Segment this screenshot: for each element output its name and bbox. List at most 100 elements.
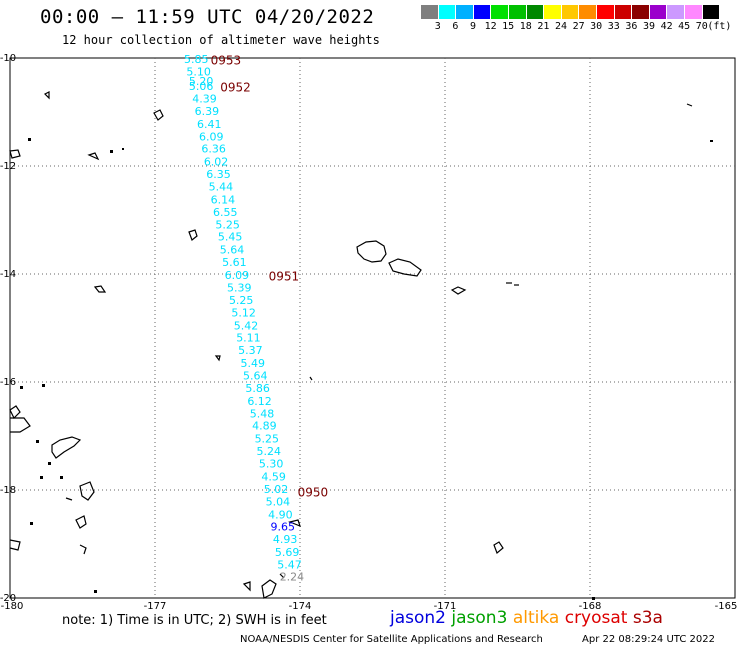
satellite-jason3: jason3 xyxy=(451,608,513,628)
legend-swatch xyxy=(544,5,562,19)
legend-label: 6 xyxy=(452,21,459,32)
swh-observation: 6.39 xyxy=(195,105,220,118)
legend-label: 27 xyxy=(572,21,585,32)
map-frame xyxy=(9,57,736,599)
island-small-2 xyxy=(153,109,164,121)
swh-observation: 5.39 xyxy=(227,282,252,295)
legend-swatch xyxy=(473,5,492,19)
swh-observation: 9.65 xyxy=(271,521,296,534)
wave-height-map: 5.855.105.205.064.396.396.416.096.366.02… xyxy=(0,53,737,610)
swh-observation: 5.12 xyxy=(231,306,256,319)
island-futuna xyxy=(93,285,107,293)
observation-track: 5.855.105.205.064.396.396.416.096.366.02… xyxy=(184,53,304,583)
coast-dots xyxy=(20,138,713,600)
swh-observation: 4.59 xyxy=(261,471,286,484)
island-lau-4 xyxy=(9,539,21,551)
legend-swatch xyxy=(491,5,509,19)
swh-observation: 5.47 xyxy=(277,559,302,572)
credit-line: NOAA/NESDIS Center for Satellite Applica… xyxy=(240,634,543,645)
islet xyxy=(110,150,113,153)
islet xyxy=(48,462,51,465)
island-tonga-2 xyxy=(279,573,285,579)
swh-observation: 5.49 xyxy=(241,357,265,370)
legend-label: 24 xyxy=(554,21,568,32)
swh-observation: 5.02 xyxy=(264,483,289,496)
page-subtitle: 12 hour collection of altimeter wave hei… xyxy=(62,33,380,47)
islet xyxy=(42,384,45,387)
swh-observation: 5.48 xyxy=(250,407,275,420)
swh-observation: 5.25 xyxy=(229,294,254,307)
swh-observation: 5.61 xyxy=(222,256,247,269)
island-tutuila xyxy=(450,286,467,295)
pass-time-label: 0951 xyxy=(269,270,300,284)
swh-observation: 5.85 xyxy=(184,53,209,66)
swh-observation: 6.41 xyxy=(197,118,222,131)
lat-tick-label: -18 xyxy=(0,485,16,496)
island-eua xyxy=(242,581,251,592)
legend-swatch xyxy=(596,5,615,19)
lat-tick-label: -20 xyxy=(0,593,16,604)
lon-tick-label: -168 xyxy=(579,601,602,610)
island-savaii xyxy=(356,240,387,263)
page-title: 00:00 – 11:59 UTC 04/20/2022 xyxy=(40,6,375,28)
pass-time-label: 0953 xyxy=(211,54,242,68)
pass-time-label: 0952 xyxy=(220,81,251,95)
swh-observation: 4.93 xyxy=(273,533,298,546)
lat-tick-label: -12 xyxy=(0,161,16,172)
island-lau-3 xyxy=(75,515,87,529)
swh-observation: 6.36 xyxy=(201,143,226,156)
legend-swatch xyxy=(667,5,685,19)
island-tonga-1 xyxy=(288,519,301,528)
swh-observation: 6.02 xyxy=(204,156,229,169)
lat-tick-label: -14 xyxy=(0,269,16,280)
satellite-s3a: s3a xyxy=(632,608,663,628)
swh-observation: 6.09 xyxy=(225,269,250,282)
swh-observation: 5.64 xyxy=(220,244,245,257)
legend-swatch xyxy=(579,5,597,19)
color-legend xyxy=(421,5,721,19)
legend-label: 21 xyxy=(537,21,550,32)
swh-observation: 5.69 xyxy=(275,546,300,559)
grid-lines xyxy=(10,58,735,598)
coastlines xyxy=(9,91,693,599)
swh-observation: 5.10 xyxy=(186,66,211,79)
legend-label: 30 xyxy=(590,21,603,32)
generated-timestamp: Apr 22 08:29:24 UTC 2022 xyxy=(582,634,715,645)
island-small-6 xyxy=(493,541,504,555)
swh-observation: 5.45 xyxy=(218,231,243,244)
satellite-jason2: jason2 xyxy=(390,608,452,628)
swh-observation: 5.37 xyxy=(238,344,263,357)
islet xyxy=(20,386,23,389)
legend-swatch xyxy=(561,5,580,19)
swh-observation: 5.25 xyxy=(215,218,240,231)
island-small-7 xyxy=(214,355,221,362)
islet xyxy=(60,476,63,479)
island-lau-2 xyxy=(65,497,73,501)
pass-labels: 0953 0952 0951 0950 xyxy=(211,54,329,500)
islet xyxy=(28,138,31,141)
island-taveuni xyxy=(9,405,21,420)
footnote: note: 1) Time is in UTC; 2) SWH is in fe… xyxy=(62,613,327,628)
swh-observation: 4.90 xyxy=(268,508,293,521)
legend-swatch xyxy=(684,5,703,19)
swh-observation: 4.89 xyxy=(252,420,277,433)
swh-observation: 6.12 xyxy=(247,395,271,408)
island-lau-5 xyxy=(79,544,87,555)
swh-observation: 6.09 xyxy=(199,130,224,143)
islet xyxy=(36,440,39,443)
islet xyxy=(122,148,124,150)
legend-label: 33 xyxy=(607,21,620,32)
lon-tick-label: -177 xyxy=(144,601,167,610)
swh-observation: 5.86 xyxy=(245,382,270,395)
swh-observation: 4.39 xyxy=(192,93,217,106)
swh-observation: 5.64 xyxy=(243,370,268,383)
satellite-legend: jason2 jason3 altika cryosat s3a xyxy=(390,608,663,628)
legend-label: 39 xyxy=(642,21,656,32)
island-small-4 xyxy=(9,149,21,159)
swh-observation: 5.42 xyxy=(234,319,258,332)
pass-time-label: 0950 xyxy=(298,486,329,500)
swh-observation: 6.14 xyxy=(211,193,236,206)
legend-labels: 3 6 9 12 15 18 21 24 27 30 33 36 39 42 45 70 (ft) xyxy=(421,21,740,33)
island-wallis xyxy=(188,229,198,241)
legend-swatch xyxy=(614,5,633,19)
